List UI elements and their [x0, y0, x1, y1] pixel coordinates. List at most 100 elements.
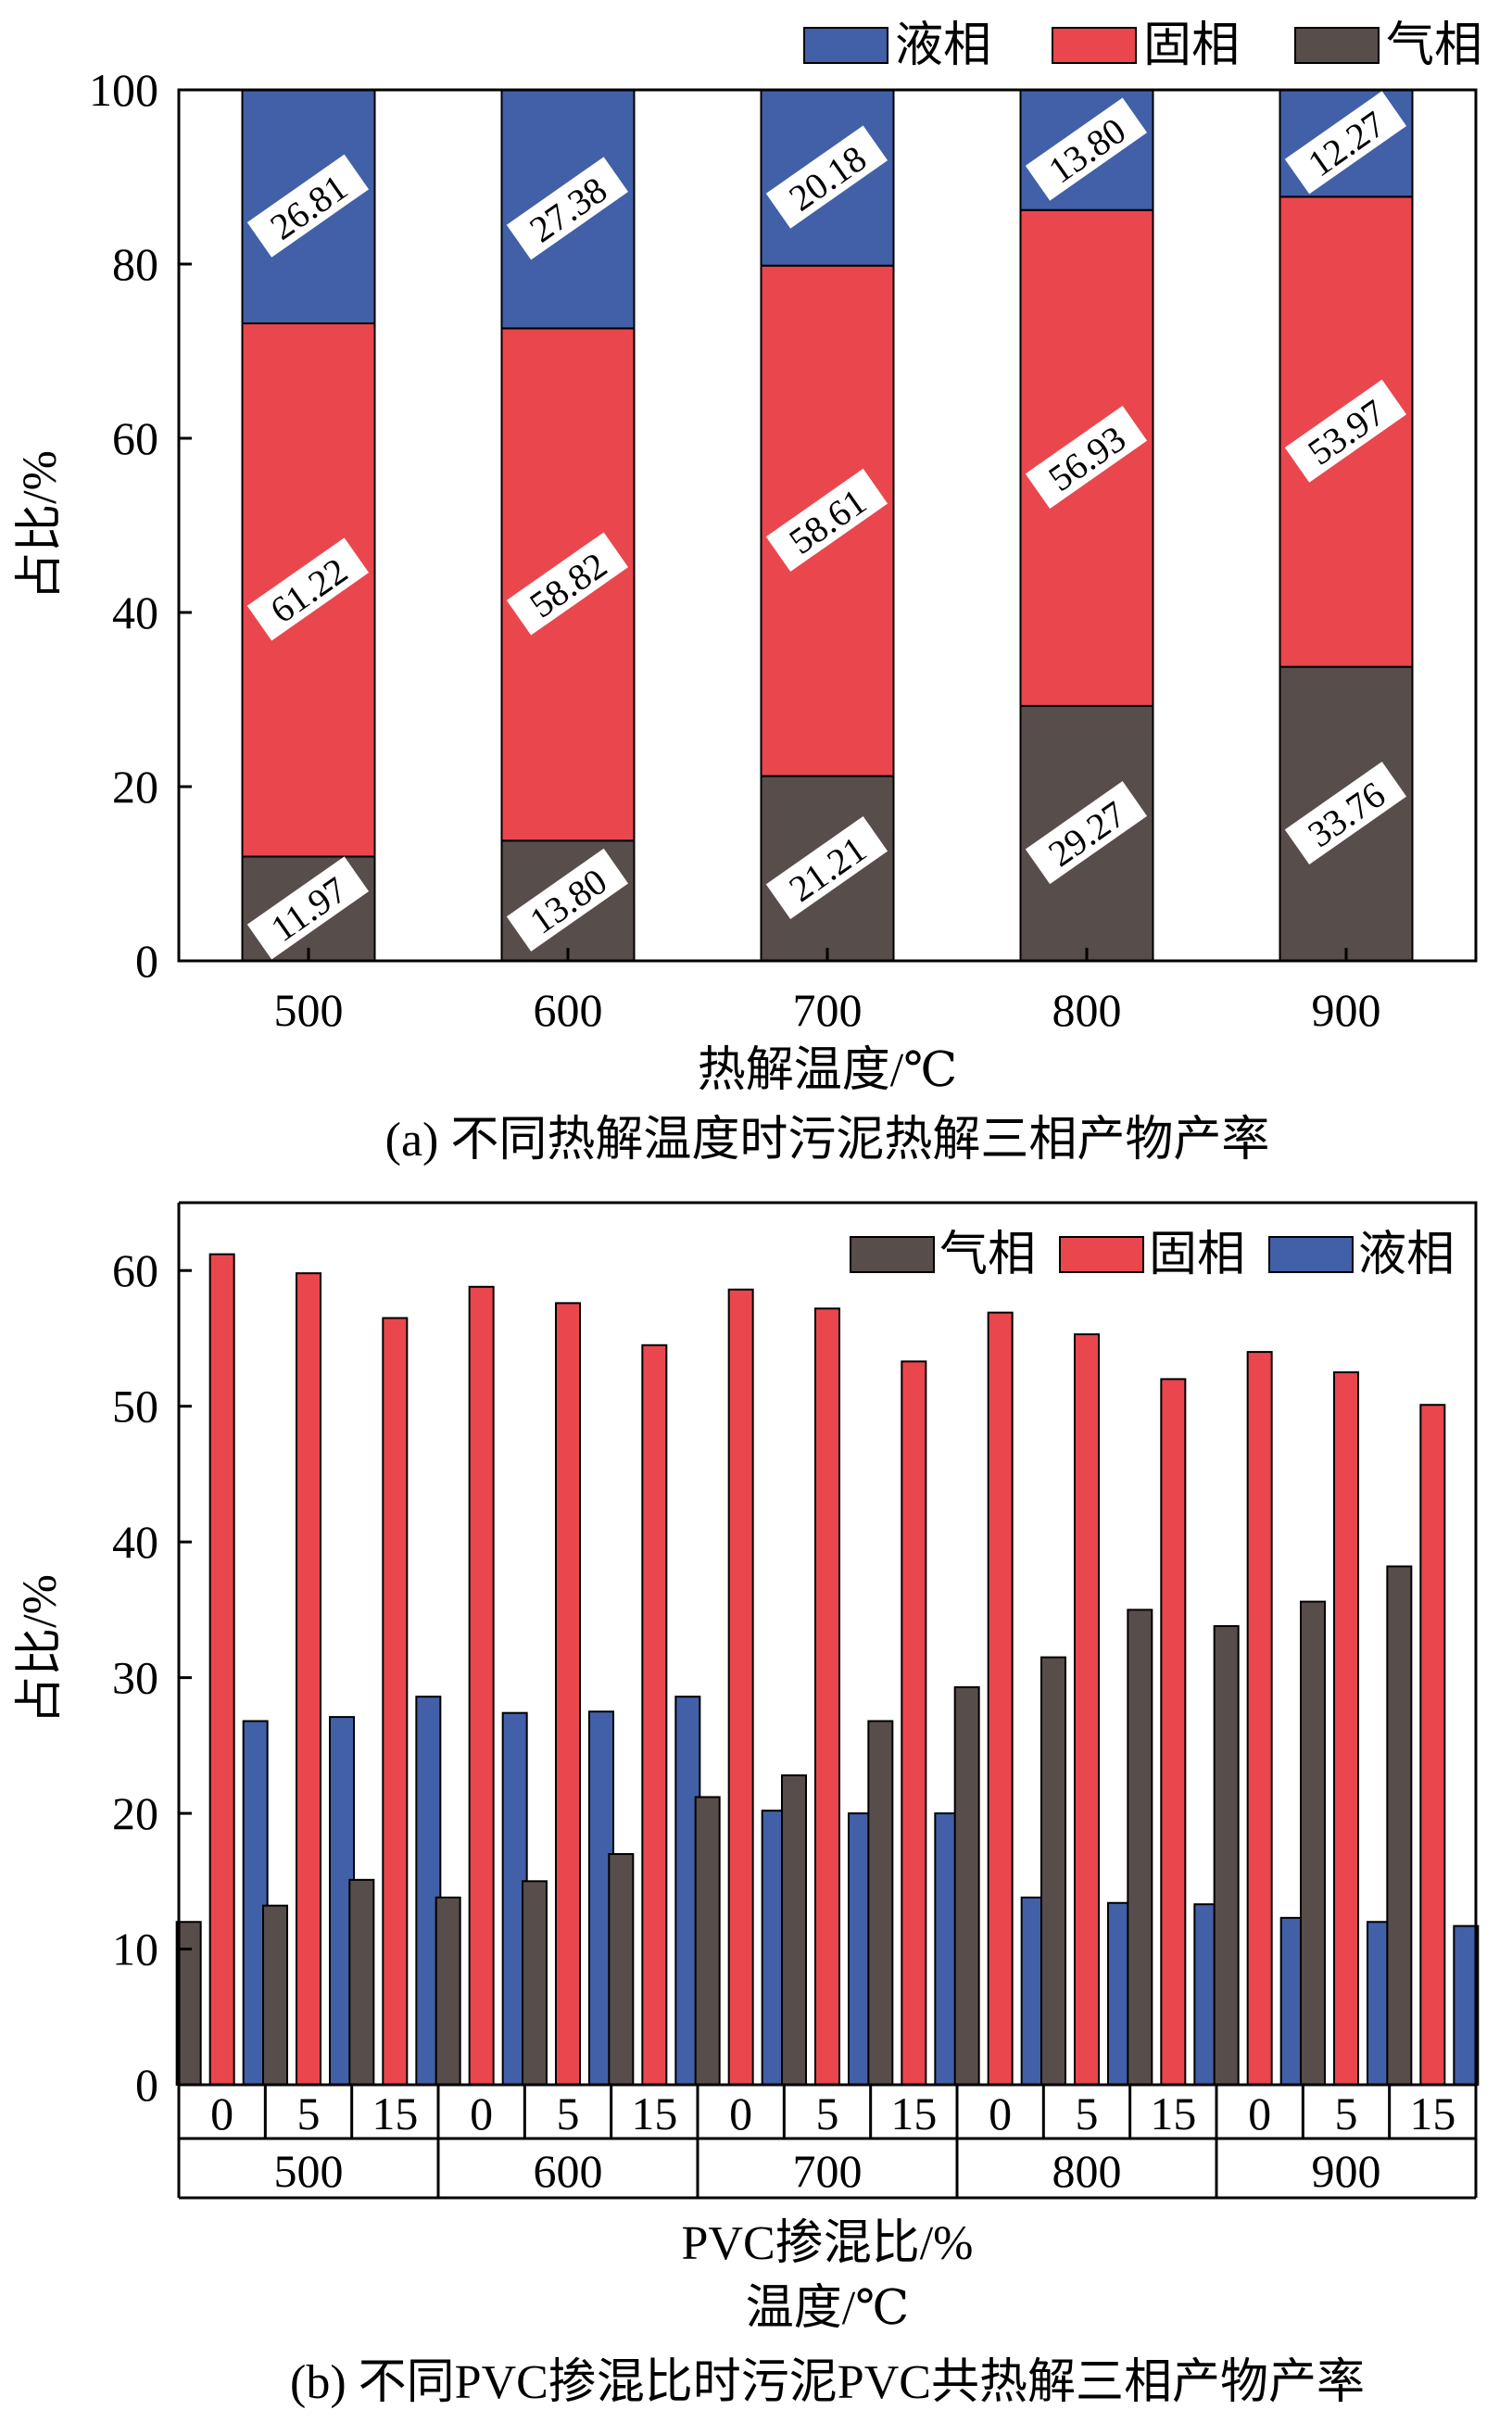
a-segment-label-box — [246, 856, 370, 960]
a-x-axis-ticks: 500 600 700 800 900 — [274, 948, 1381, 1036]
a-segment-label-box — [765, 815, 888, 920]
a-segment-label-box — [765, 125, 888, 229]
b-y-tick-label: 30 — [112, 1652, 158, 1704]
a-segment-label-box — [765, 468, 888, 572]
a-segment-label-box — [1025, 781, 1148, 885]
b-bar — [208, 1253, 235, 2086]
b-bar — [953, 1685, 980, 2086]
b-bar — [382, 1317, 409, 2086]
b-x-axis-label-temp: 温度/℃ — [746, 2282, 910, 2335]
b-bar — [781, 1774, 807, 2087]
a-segment-label-box — [246, 537, 370, 641]
a-y-tick-label: 100 — [89, 64, 158, 116]
b-bar — [1074, 1333, 1100, 2087]
a-y-tick-label: 0 — [135, 935, 158, 987]
b-x-axis-label-pvc: PVC掺混比/% — [682, 2217, 974, 2270]
a-segment-label-box — [506, 848, 629, 952]
b-caption: (b) 不同PVC掺混比时污泥PVC共热解三相产物产率 — [290, 2356, 1365, 2409]
b-legend: 气相 固相 液相 — [850, 1229, 1455, 1281]
b-bar — [867, 1720, 894, 2086]
a-segment-label-box — [1284, 91, 1407, 195]
b-bar — [1246, 1351, 1273, 2086]
b-y-tick-label: 0 — [135, 2059, 158, 2111]
b-temperature-label: 600 — [534, 2145, 603, 2197]
b-bar — [1386, 1565, 1413, 2087]
grouped-bar-chart-b: 0 10 20 30 40 50 60 0 5 15 0 5 15 0 5 15 0 5 15 0 5 15 500 600… — [14, 1201, 1480, 2409]
stacked-bar-chart-a: 11.9761.2226.8113.8058.8227.3821.2158.61… — [14, 19, 1482, 1167]
b-pvc-ratio-label: 15 — [890, 2088, 937, 2139]
a-segment-label-box — [1284, 761, 1407, 865]
a-y-axis-ticks: 0 20 40 60 80 100 — [89, 64, 192, 987]
b-temperature-label: 700 — [793, 2145, 863, 2197]
b-bar — [1333, 1371, 1359, 2086]
b-pvc-ratio-label: 5 — [1335, 2088, 1358, 2139]
b-bar — [694, 1796, 721, 2087]
b-bar — [901, 1360, 927, 2086]
b-y-tick-label: 10 — [112, 1924, 158, 1975]
a-x-axis-label: 热解温度/℃ — [698, 1044, 958, 1097]
b-y-tick-label: 20 — [112, 1787, 158, 1839]
b-bar — [262, 1904, 288, 2086]
b-bar — [1213, 1624, 1240, 2086]
b-y-tick-label: 60 — [112, 1244, 158, 1296]
a-legend-label-solid: 固相 — [1143, 19, 1240, 72]
a-y-tick-label: 60 — [112, 412, 158, 464]
b-legend-swatch-solid — [1059, 1236, 1144, 1273]
b-pvc-ratio-label: 0 — [729, 2088, 752, 2139]
b-pvc-ratio-label: 0 — [210, 2088, 233, 2139]
b-bar — [296, 1272, 321, 2087]
b-legend-label-liquid: 液相 — [1358, 1229, 1455, 1281]
b-pvc-ratio-label: 15 — [631, 2088, 677, 2139]
b-y-tick-label: 50 — [112, 1381, 158, 1432]
b-bar — [348, 1878, 375, 2086]
b-pvc-ratio-label: 15 — [1150, 2088, 1196, 2139]
b-pvc-ratio-label: 5 — [557, 2088, 580, 2139]
b-bar — [814, 1307, 840, 2086]
a-legend-swatch-solid — [1052, 27, 1137, 64]
a-y-tick-label: 80 — [112, 238, 158, 290]
b-bar — [1160, 1378, 1187, 2086]
a-segment-label-box — [506, 532, 629, 636]
a-segment-label-box — [506, 157, 629, 260]
a-y-tick-label: 40 — [112, 587, 158, 638]
b-y-axis-label: 占比/% — [14, 1574, 67, 1724]
b-bar — [555, 1302, 581, 2087]
a-legend-label-liquid: 液相 — [895, 19, 991, 72]
a-legend-label-gas: 气相 — [1386, 19, 1482, 72]
a-segment-label-box — [1025, 405, 1148, 510]
b-bar — [641, 1344, 668, 2087]
a-x-tick-label: 900 — [1312, 984, 1381, 1036]
b-bar — [175, 1921, 202, 2086]
a-legend-swatch-gas — [1294, 27, 1380, 64]
b-temperature-label: 800 — [1052, 2145, 1122, 2197]
a-x-tick-label: 700 — [793, 984, 863, 1036]
b-y-axis-ticks: 0 10 20 30 40 50 60 — [112, 1244, 192, 2111]
b-legend-label-gas: 气相 — [939, 1229, 1036, 1281]
b-bar — [1300, 1600, 1326, 2086]
b-bars — [175, 1253, 1480, 2087]
b-temperature-label: 900 — [1312, 2145, 1381, 2197]
b-legend-swatch-gas — [850, 1236, 935, 1273]
a-legend: 液相 固相 气相 — [803, 19, 1482, 72]
b-pvc-ratio-label: 15 — [372, 2088, 418, 2139]
b-legend-label-solid: 固相 — [1149, 1229, 1245, 1281]
b-bar — [522, 1880, 548, 2087]
b-bar — [468, 1285, 495, 2086]
a-x-tick-label: 800 — [1052, 984, 1122, 1036]
b-pvc-ratio-label: 0 — [470, 2088, 493, 2139]
b-bar — [608, 1853, 635, 2086]
b-bar — [1040, 1656, 1066, 2086]
a-segment-labels: 11.9761.2226.8113.8058.8227.3821.2158.61… — [246, 91, 1407, 960]
b-bar — [987, 1311, 1014, 2086]
a-x-tick-label: 600 — [534, 984, 603, 1036]
a-segment-label-box — [246, 154, 370, 258]
b-category-table: 0 5 15 0 5 15 0 5 15 0 5 15 0 5 15 500 600 700 800 900 — [177, 2085, 1478, 2200]
b-bar — [1453, 1924, 1480, 2086]
a-x-tick-label: 500 — [274, 984, 344, 1036]
b-legend-swatch-liquid — [1268, 1236, 1354, 1273]
b-pvc-ratio-label: 5 — [816, 2088, 839, 2139]
b-pvc-ratio-label: 0 — [1248, 2088, 1271, 2139]
a-segment-label-box — [1025, 97, 1148, 201]
a-legend-swatch-liquid — [803, 27, 888, 64]
b-temperature-label: 500 — [274, 2145, 344, 2197]
